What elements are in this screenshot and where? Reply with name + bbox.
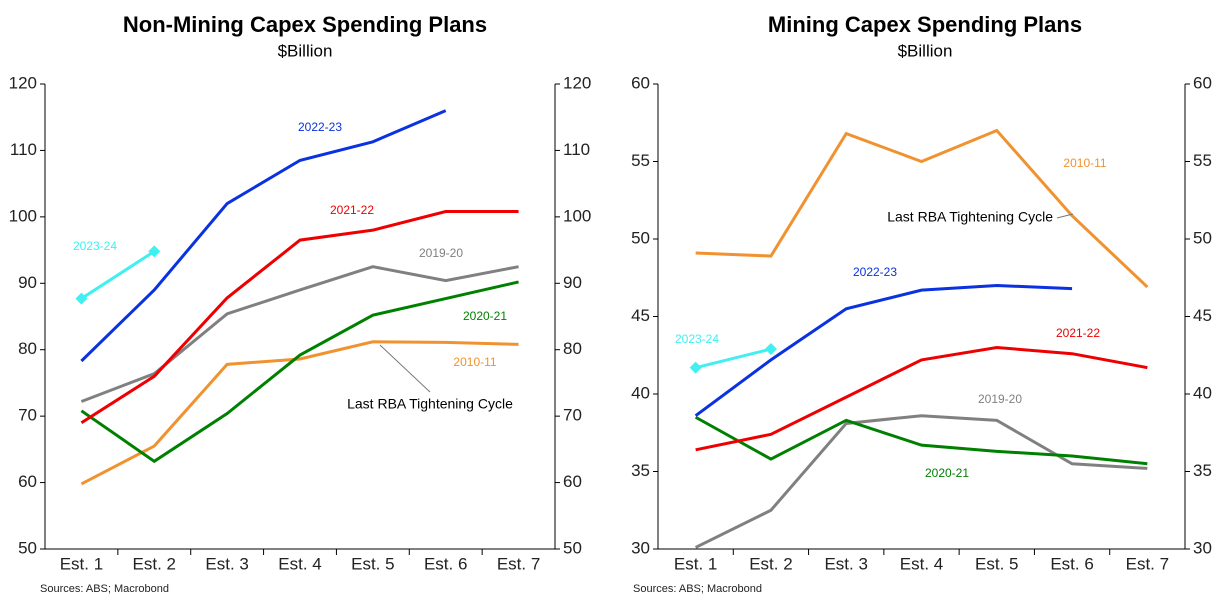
annotation-leader	[1056, 213, 1074, 219]
series-marker	[689, 361, 702, 374]
y-tick-label: 70	[18, 406, 37, 425]
x-tick-label: Est. 3	[824, 554, 867, 573]
y-tick-label: 30	[631, 538, 650, 557]
y-tick-label: 80	[18, 339, 37, 358]
chart-subtitle: $Billion	[898, 41, 953, 60]
y2-tick-label: 100	[563, 206, 591, 225]
y-tick-label: 90	[18, 273, 37, 292]
chart-title: Mining Capex Spending Plans	[768, 12, 1082, 37]
x-tick-label: Est. 4	[900, 554, 943, 573]
x-tick-label: Est. 5	[975, 554, 1018, 573]
x-tick-label: Est. 7	[497, 554, 540, 573]
annotation: Last RBA Tightening Cycle	[887, 209, 1053, 225]
series-label: 2021-22	[330, 203, 374, 217]
series-line	[695, 347, 772, 370]
x-tick-label: Est. 4	[278, 554, 321, 573]
series-label: 2010-11	[453, 355, 496, 369]
series-label: 2023-24	[675, 332, 719, 346]
y2-tick-label: 30	[1193, 538, 1212, 557]
y-tick-label: 120	[9, 73, 37, 92]
y-tick-label: 50	[631, 228, 650, 247]
series-label: 2019-20	[978, 392, 1022, 406]
y-tick-label: 45	[631, 306, 650, 325]
series-line	[694, 415, 1148, 466]
y-tick-label: 100	[9, 206, 37, 225]
series-line	[80, 265, 519, 403]
y-tick-label: 60	[18, 472, 37, 491]
x-tick-label: Est. 1	[60, 554, 103, 573]
source: Sources: ABS; Macrobond	[633, 583, 762, 595]
series-line	[695, 345, 1148, 452]
series-line	[80, 210, 519, 425]
y-tick-label: 35	[631, 461, 650, 480]
x-tick-label: Est. 3	[205, 554, 248, 573]
y2-tick-label: 35	[1193, 461, 1212, 480]
series-label: 2019-20	[419, 246, 463, 260]
y-tick-label: 40	[631, 383, 650, 402]
x-tick-label: Est. 6	[424, 554, 467, 573]
series-line	[694, 414, 1148, 549]
annotation: Last RBA Tightening Cycle	[347, 396, 513, 412]
x-tick-label: Est. 5	[351, 554, 394, 573]
x-tick-label: Est. 6	[1050, 554, 1093, 573]
y-tick-label: 110	[10, 140, 37, 159]
y2-tick-label: 45	[1193, 306, 1212, 325]
series-line	[695, 128, 1149, 289]
series-label: 2021-22	[1056, 326, 1100, 340]
annotation-leader	[379, 344, 431, 393]
series-line	[80, 250, 156, 300]
chart-title: Non-Mining Capex Spending Plans	[123, 12, 487, 37]
y2-tick-label: 110	[563, 140, 590, 159]
series-label: 2023-24	[73, 239, 117, 253]
series-label: 2022-23	[853, 265, 897, 279]
y2-tick-label: 50	[563, 538, 582, 557]
series-marker	[148, 245, 161, 258]
series-label: 2010-11	[1063, 156, 1106, 170]
y2-tick-label: 40	[1193, 383, 1212, 402]
series-line	[694, 283, 1073, 417]
y2-tick-label: 60	[563, 472, 582, 491]
y2-tick-label: 50	[1193, 228, 1212, 247]
x-tick-label: Est. 2	[749, 554, 792, 573]
series-line	[80, 280, 519, 464]
x-tick-label: Est. 7	[1126, 554, 1169, 573]
source: Sources: ABS; Macrobond	[40, 583, 169, 595]
series-label: 2022-23	[298, 120, 342, 134]
series-line	[80, 340, 519, 486]
y-tick-label: 50	[18, 538, 37, 557]
x-tick-label: Est. 2	[133, 554, 176, 573]
y2-tick-label: 55	[1193, 151, 1212, 170]
x-tick-label: Est. 1	[674, 554, 717, 573]
series-label: 2020-21	[925, 466, 969, 480]
y2-tick-label: 80	[563, 339, 582, 358]
y-tick-label: 55	[631, 151, 650, 170]
y-tick-label: 60	[631, 73, 650, 92]
series-label: 2020-21	[463, 309, 507, 323]
series-marker	[75, 292, 88, 305]
y2-tick-label: 120	[563, 73, 591, 92]
chart-subtitle: $Billion	[278, 41, 333, 60]
y2-tick-label: 70	[563, 406, 582, 425]
series-marker	[764, 343, 777, 356]
y2-tick-label: 90	[563, 273, 582, 292]
series-line	[80, 109, 447, 363]
y2-tick-label: 60	[1193, 73, 1212, 92]
